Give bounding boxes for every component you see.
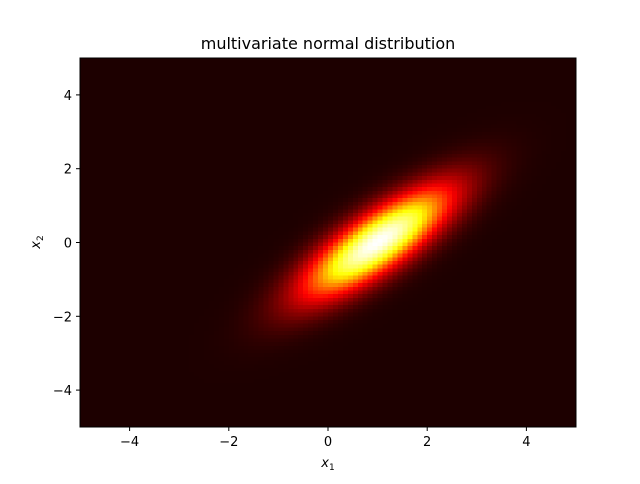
y-axis-label-subscript: 2: [36, 235, 46, 241]
x-axis-label: x1: [320, 456, 334, 473]
y-tick-label: 0: [64, 237, 72, 252]
x-tick-label: 0: [324, 435, 332, 450]
x-axis-label-subscript: 1: [329, 463, 335, 473]
x-tick-label: −2: [219, 435, 238, 450]
plot-area: [79, 57, 577, 428]
y-axis-label-base: x: [29, 241, 44, 250]
y-tick-label: −2: [53, 310, 72, 325]
y-tick-label: 2: [64, 163, 72, 178]
x-axis: −4 −2 0 2 4: [120, 427, 531, 450]
y-tick-label: −4: [53, 384, 72, 399]
x-tick-label: 2: [423, 435, 431, 450]
y-axis: −4 −2 0 2 4: [53, 89, 80, 399]
x-axis-label-base: x: [320, 456, 329, 471]
x-tick-label: 4: [522, 435, 530, 450]
y-axis-label: x2: [29, 235, 46, 249]
chart-title: multivariate normal distribution: [201, 34, 456, 53]
y-tick-label: 4: [64, 89, 72, 104]
x-tick-label: −4: [120, 435, 139, 450]
heatmap-image: [80, 58, 576, 427]
